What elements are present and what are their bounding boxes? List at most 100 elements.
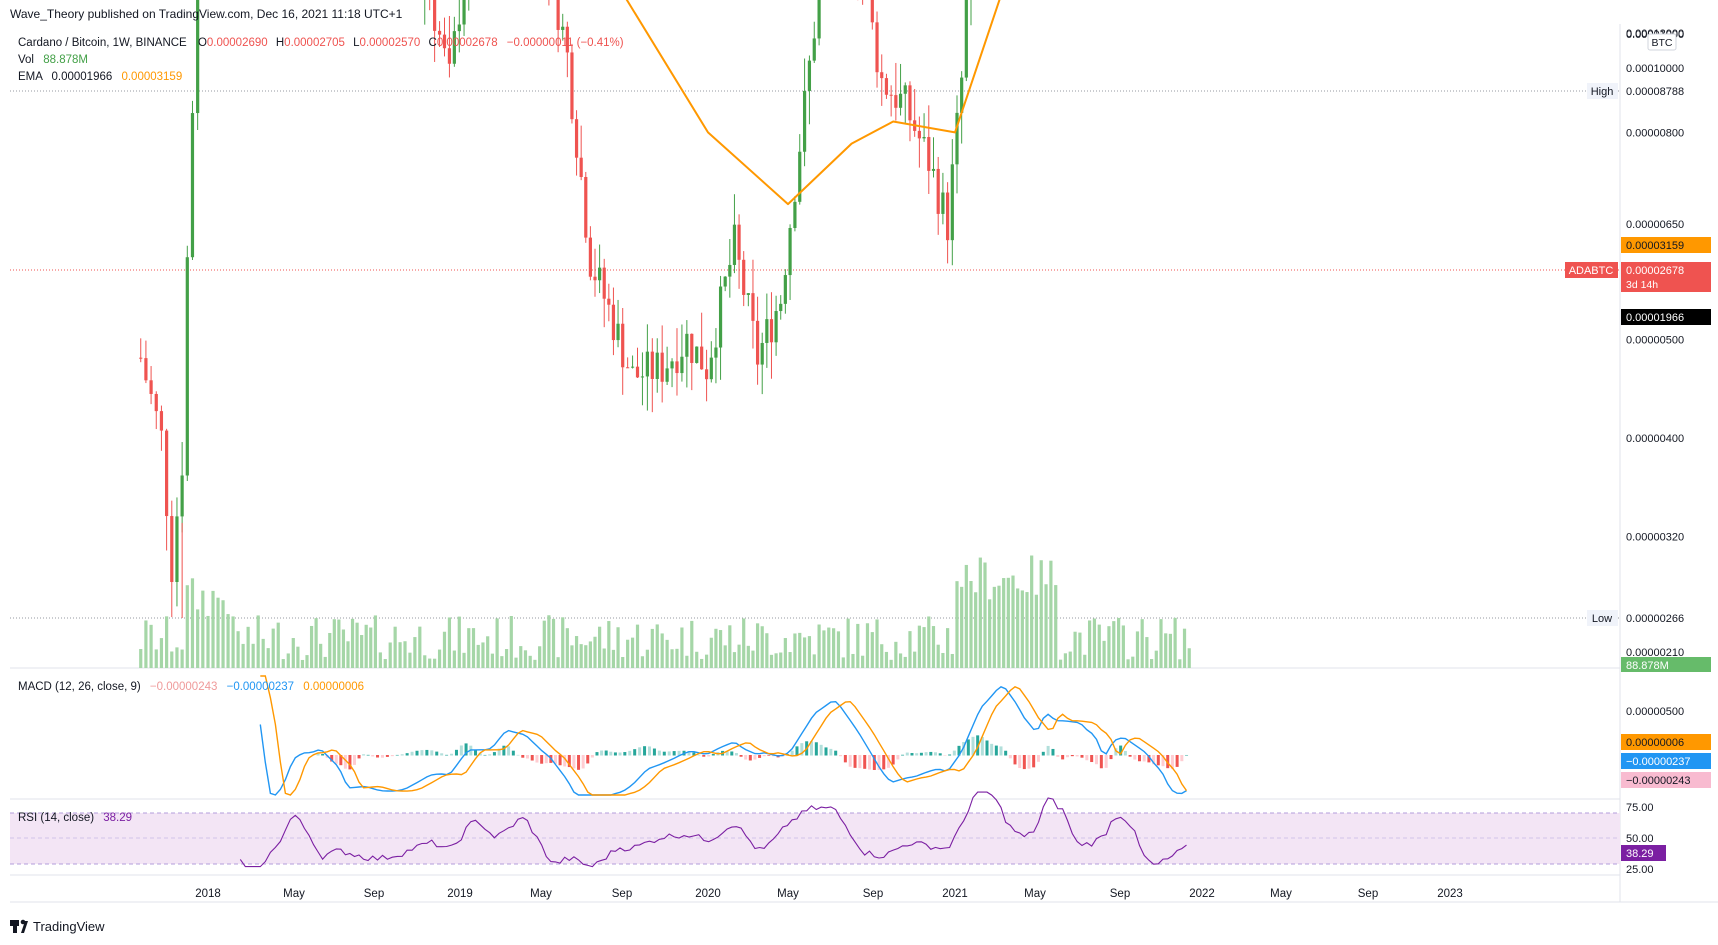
- macd-histogram-bar: [896, 755, 900, 760]
- volume-bar: [314, 618, 318, 668]
- volume-bar: [523, 650, 528, 668]
- time-tick: 2021: [942, 888, 968, 900]
- candle-body: [650, 351, 654, 379]
- volume-bar: [1034, 594, 1038, 668]
- candle-body: [950, 164, 954, 241]
- candle-body: [751, 293, 755, 321]
- macd-histogram-bar: [702, 755, 706, 757]
- candle-body: [660, 352, 664, 382]
- volume-bar: [300, 659, 305, 668]
- volume-bar: [418, 626, 422, 668]
- candle-body: [175, 516, 179, 583]
- candle-body: [680, 356, 684, 374]
- volume-bar: [447, 617, 452, 668]
- macd-histogram-bar: [962, 742, 966, 756]
- macd-histogram-bar: [657, 750, 661, 756]
- candle-body: [665, 368, 669, 382]
- candle-body: [737, 224, 741, 260]
- macd-histogram-bar: [819, 744, 823, 756]
- rsi-line[interactable]: [239, 791, 1187, 868]
- volume-bar: [665, 639, 669, 668]
- macd-histogram-bar: [753, 755, 757, 760]
- legend-ema[interactable]: EMA 0.00001966 0.00003159: [18, 71, 182, 83]
- macd-signal-line[interactable]: [260, 675, 1188, 796]
- volume-bar: [832, 628, 836, 668]
- volume-bar: [481, 642, 485, 668]
- macd-histogram-bar: [891, 755, 895, 765]
- macd-histogram-bar: [577, 755, 581, 770]
- macd-histogram-bar: [1090, 755, 1094, 763]
- volume-bar: [700, 658, 704, 668]
- volume-bar: [709, 637, 713, 668]
- macd-histogram-bar: [999, 746, 1003, 756]
- volume-bar: [364, 624, 368, 668]
- candle-body: [889, 94, 893, 96]
- candle-body: [607, 298, 611, 305]
- macd-histogram-bar: [692, 752, 696, 756]
- volume-bar: [817, 624, 821, 668]
- macd-histogram-bar: [948, 754, 952, 756]
- high-tag-label: High: [1591, 86, 1614, 98]
- macd-histogram-bar: [1022, 755, 1026, 770]
- candle-body: [165, 430, 169, 517]
- volume-bar: [841, 657, 845, 668]
- candle-body: [922, 136, 926, 139]
- rsi-legend[interactable]: RSI (14, close) 38.29: [18, 812, 132, 824]
- macd-histogram-bar: [563, 755, 567, 767]
- macd-histogram-bar: [1046, 745, 1050, 756]
- volume-bar: [504, 649, 509, 668]
- candle-body: [960, 77, 964, 113]
- macd-histogram-bar: [652, 748, 656, 756]
- volume-bar: [626, 639, 630, 668]
- macd-histogram-bar: [334, 755, 338, 764]
- candle-body: [154, 393, 158, 412]
- macd-histogram-bar: [558, 755, 562, 766]
- tradingview-brand: TradingView: [33, 919, 105, 934]
- macd-histogram-bar: [464, 743, 468, 756]
- macd-histogram-bar: [758, 755, 762, 758]
- macd-line[interactable]: [259, 685, 1187, 796]
- macd-histogram-bar: [450, 753, 454, 756]
- volume-bar: [1054, 585, 1058, 668]
- volume-bar: [964, 564, 968, 668]
- candle-body: [798, 151, 802, 202]
- tradingview-logo[interactable]: TradingView: [10, 919, 105, 934]
- candle-body: [783, 275, 787, 304]
- macd-histogram-bar: [1109, 755, 1113, 760]
- low-tag: [1587, 610, 1618, 626]
- volume-bar: [309, 625, 314, 668]
- macd-histogram-bar: [553, 755, 557, 764]
- macd-histogram-bar: [843, 755, 847, 763]
- volume-bar: [675, 648, 679, 668]
- candle-body: [196, 0, 200, 114]
- currency-badge[interactable]: [1647, 33, 1677, 51]
- macd-legend[interactable]: MACD (12, 26, close, 9) −0.00000243 −0.0…: [18, 681, 364, 693]
- volume-tag: [1621, 657, 1711, 672]
- macd-histogram-bar: [957, 745, 961, 756]
- macd-histogram-bar: [938, 753, 942, 756]
- legend-volume[interactable]: Vol 88.878M: [18, 54, 88, 66]
- macd-histogram-bar: [544, 755, 548, 764]
- ema-orange-tag: [1621, 237, 1711, 253]
- macd-histogram-bar: [814, 742, 818, 756]
- candle-body: [185, 257, 189, 476]
- candle-body: [714, 347, 718, 358]
- macd-histogram-bar: [497, 748, 501, 756]
- last-price-value: 0.00002678: [1626, 265, 1684, 277]
- ema-orange-line[interactable]: [294, 0, 1189, 206]
- volume-bar: [467, 628, 471, 668]
- candle-body: [570, 52, 574, 120]
- volume-bar: [190, 578, 195, 668]
- legend-symbol[interactable]: Cardano / Bitcoin, 1W, BINANCE O0.000026…: [18, 37, 624, 49]
- macd-histogram-bar: [643, 746, 647, 756]
- macd-histogram-bar: [1008, 755, 1012, 759]
- candle-body: [779, 303, 783, 312]
- volume-bar: [783, 638, 787, 668]
- candle-body: [760, 342, 764, 365]
- macd-histogram-bar: [707, 755, 711, 757]
- time-tick: May: [1024, 888, 1046, 900]
- candle-body: [447, 48, 452, 64]
- candle-body: [433, 0, 437, 31]
